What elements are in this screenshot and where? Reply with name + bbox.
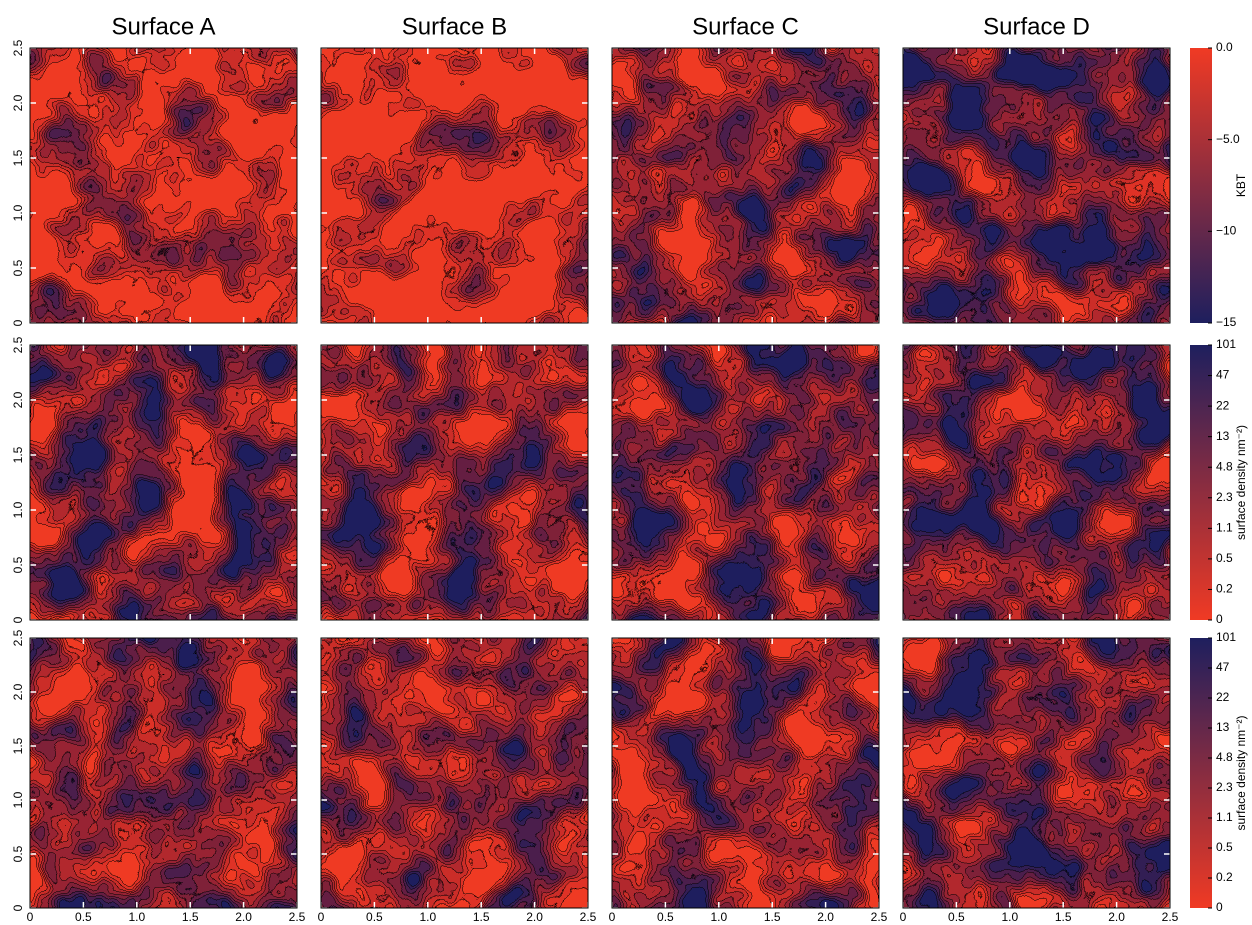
colorbar-tick-label: 0: [1216, 900, 1223, 914]
contour-map: [612, 345, 879, 620]
colorbar-tick-label: −15: [1216, 315, 1237, 329]
y-tick-label: 1.0: [11, 501, 25, 518]
contour-map: [30, 345, 297, 620]
figure: Surface A 0 0.5 1.0 1.5 2.0 2.5 Surface B Surfac…: [0, 0, 1252, 925]
colorbar: [1190, 638, 1212, 908]
x-tick-label: 2.5: [1162, 910, 1179, 924]
y-tick-label: 2.0: [11, 94, 25, 111]
colorbar-tick-label: 47: [1216, 660, 1230, 674]
colorbar-tick-label: 0: [1216, 612, 1223, 626]
contour-map: [321, 48, 588, 323]
y-tick-label: 0.5: [11, 259, 25, 276]
x-tick-label: 2.0: [817, 910, 834, 924]
x-tick-label: 1.0: [128, 910, 145, 924]
colorbar-tick-label: 4.8: [1216, 750, 1233, 764]
contour-map: [30, 48, 297, 323]
x-tick-label: 0: [318, 910, 325, 924]
y-tick-label: 0.5: [11, 845, 25, 862]
panel-title: Surface B: [402, 13, 507, 40]
x-tick-label: 0: [900, 910, 907, 924]
y-tick-label: 0: [11, 616, 25, 623]
colorbar-tick-label: 22: [1216, 398, 1230, 412]
x-tick-label: 0.5: [366, 910, 383, 924]
x-tick-label: 0.5: [657, 910, 674, 924]
y-tick-label: 1.0: [11, 791, 25, 808]
y-tick-label: 2.5: [11, 39, 25, 56]
y-tick-label: 2.5: [11, 336, 25, 353]
colorbar-tick-label: 4.8: [1216, 459, 1233, 473]
y-tick-label: 1.5: [11, 737, 25, 754]
contour-map: [903, 638, 1170, 908]
colorbar-tick-label: 101: [1216, 337, 1236, 351]
x-tick-label: 1.5: [1055, 910, 1072, 924]
contour-map: [612, 638, 879, 908]
contour-map: [612, 48, 879, 323]
colorbar-tick-label: −5.0: [1216, 132, 1240, 146]
contour-map: [30, 638, 297, 908]
y-tick-label: 2.0: [11, 391, 25, 408]
contour-map: [903, 345, 1170, 620]
x-tick-label: 2.0: [235, 910, 252, 924]
x-tick-label: 2.0: [1108, 910, 1125, 924]
colorbar-tick-label: 1.1: [1216, 810, 1233, 824]
x-tick-label: 2.5: [580, 910, 597, 924]
x-tick-label: 0.5: [75, 910, 92, 924]
x-tick-label: 2.5: [871, 910, 888, 924]
colorbar-tick-label: 13: [1216, 720, 1230, 734]
panel-title: Surface C: [692, 13, 799, 40]
y-tick-label: 0: [11, 904, 25, 911]
colorbar-tick-label: −10: [1216, 224, 1237, 238]
colorbar-tick-label: 47: [1216, 368, 1230, 382]
colorbar-tick-label: 1.1: [1216, 521, 1233, 535]
y-tick-label: 2.0: [11, 683, 25, 700]
x-tick-label: 0: [27, 910, 34, 924]
y-tick-label: 1.0: [11, 204, 25, 221]
x-tick-label: 1.5: [764, 910, 781, 924]
colorbar-tick-label: 101: [1216, 630, 1236, 644]
colorbar-tick-label: 0.2: [1216, 582, 1233, 596]
colorbar-tick-label: 0.0: [1216, 40, 1233, 54]
x-tick-label: 1.0: [1001, 910, 1018, 924]
x-tick-label: 1.0: [710, 910, 727, 924]
x-tick-label: 2.5: [289, 910, 306, 924]
x-tick-label: 1.5: [182, 910, 199, 924]
colorbar: [1190, 48, 1212, 323]
x-tick-label: 1.0: [419, 910, 436, 924]
x-tick-label: 0.5: [948, 910, 965, 924]
contour-map: [321, 345, 588, 620]
y-tick-label: 0.5: [11, 556, 25, 573]
colorbar-tick-label: 2.3: [1216, 490, 1233, 504]
x-tick-label: 0: [609, 910, 616, 924]
colorbar-tick-label: 2.3: [1216, 780, 1233, 794]
y-tick-label: 0: [11, 319, 25, 326]
colorbar-label: surface density nm⁻²): [1234, 425, 1248, 540]
colorbar: [1190, 345, 1212, 620]
colorbar-label: KBT: [1234, 173, 1248, 197]
x-tick-label: 2.0: [526, 910, 543, 924]
contour-map: [903, 48, 1170, 323]
y-tick-label: 1.5: [11, 446, 25, 463]
colorbar-tick-label: 0.5: [1216, 551, 1233, 565]
contour-map: [321, 638, 588, 908]
colorbar-tick-label: 13: [1216, 429, 1230, 443]
y-tick-label: 1.5: [11, 149, 25, 166]
colorbar-label: surface density nm⁻²): [1234, 715, 1248, 830]
colorbar-tick-label: 22: [1216, 690, 1230, 704]
colorbar-tick-label: 0.5: [1216, 840, 1233, 854]
y-tick-label: 2.5: [11, 629, 25, 646]
x-tick-label: 1.5: [473, 910, 490, 924]
colorbar-tick-label: 0.2: [1216, 870, 1233, 884]
panel-title: Surface A: [111, 13, 215, 40]
panel-title: Surface D: [983, 13, 1090, 40]
